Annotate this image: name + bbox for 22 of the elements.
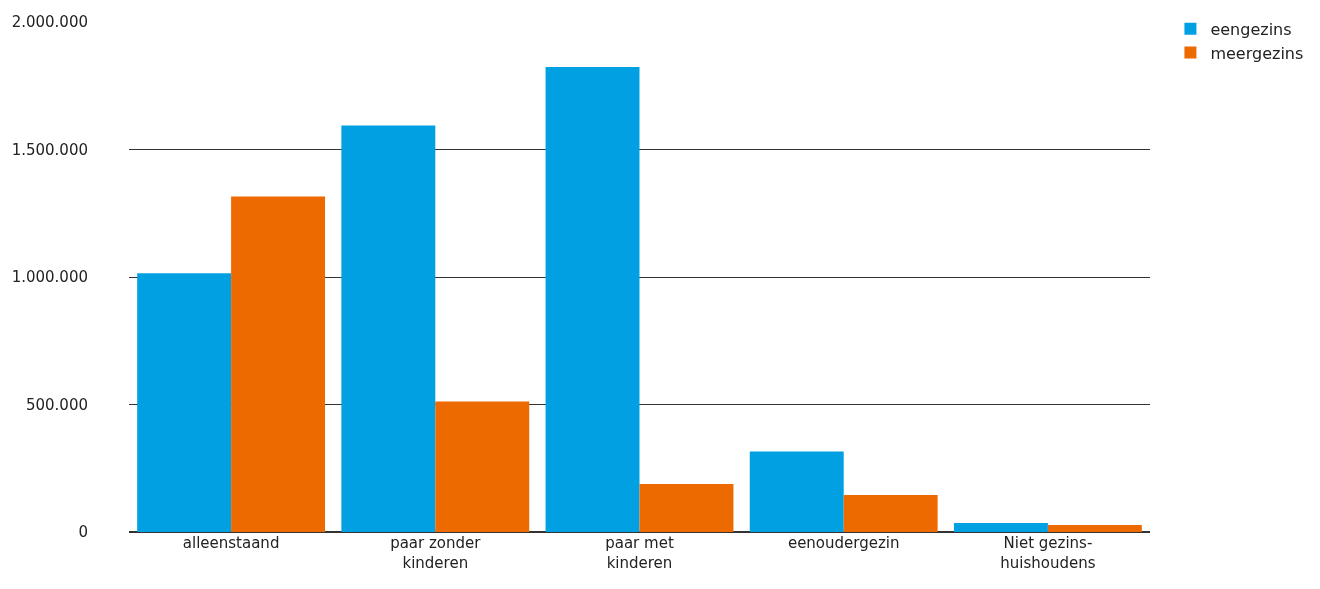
bar xyxy=(231,196,326,532)
x-tick-label: Niet gezins- huishoudens xyxy=(1000,534,1096,572)
y-tick-label: 500.000 xyxy=(25,395,88,414)
bar xyxy=(843,495,938,532)
bar xyxy=(639,484,734,532)
bar xyxy=(953,523,1048,532)
y-tick-label: 0 xyxy=(78,523,88,542)
bar xyxy=(749,451,844,532)
x-tick-label: paar met kinderen xyxy=(605,534,674,572)
y-tick-label: 1.500.000 xyxy=(11,140,88,159)
bar xyxy=(545,66,640,532)
y-tick-label: 2.000.000 xyxy=(11,13,88,32)
legend-label: eengezins xyxy=(1210,19,1292,39)
bar xyxy=(137,273,232,532)
x-tick-label: eenoudergezin xyxy=(787,534,900,552)
bar xyxy=(341,125,436,532)
x-tick-label: alleenstaand xyxy=(182,534,280,552)
legend-label: meergezins xyxy=(1210,43,1304,63)
x-tick-label: paar zonder kinderen xyxy=(390,534,482,572)
bar xyxy=(435,401,530,532)
bar xyxy=(1047,525,1142,532)
y-tick-label: 1.000.000 xyxy=(11,268,88,287)
